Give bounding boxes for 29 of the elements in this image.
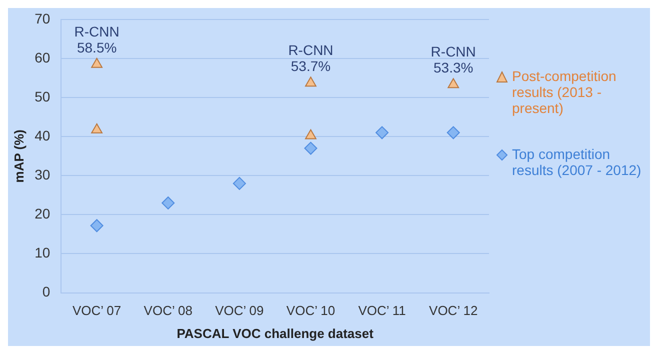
point: [376, 126, 389, 140]
x-tick-label: VOC’ 08: [144, 303, 192, 318]
legend-label: Post-competition results (2013 - present): [512, 68, 618, 116]
x-tick-label: VOC’ 10: [286, 303, 336, 318]
y-tick-label: 10: [34, 244, 50, 261]
y-tick-label: 0: [42, 284, 50, 300]
annotation: R-CNN 53.3%: [430, 44, 476, 76]
x-tick-label: VOC’ 11: [358, 303, 406, 318]
annotation: R-CNN 58.5%: [74, 23, 120, 56]
y-tick-label: 70: [34, 10, 50, 26]
legend-label: Top competition results (2007 - 2012): [512, 146, 642, 178]
point: [305, 129, 316, 140]
point: [90, 219, 104, 232]
x-tick-label: VOC’ 07: [72, 303, 122, 318]
x-tick-label: VOC’ 12: [429, 303, 478, 318]
y-tick-label: 40: [34, 127, 50, 144]
y-axis-title: mAP (%): [11, 129, 26, 183]
y-tick-label: 20: [34, 206, 50, 222]
y-tick-label: 60: [34, 49, 50, 66]
x-tick-label: VOC’ 09: [215, 303, 264, 318]
x-axis-title: PASCAL VOC challenge dataset: [176, 326, 374, 341]
point: [91, 58, 103, 68]
point: [232, 176, 246, 190]
point: [304, 142, 318, 155]
y-tick-label: 30: [34, 166, 50, 182]
point: [446, 126, 460, 140]
annotation: R-CNN 53.7%: [288, 42, 334, 74]
point: [162, 196, 175, 210]
y-tick-label: 50: [34, 88, 50, 104]
